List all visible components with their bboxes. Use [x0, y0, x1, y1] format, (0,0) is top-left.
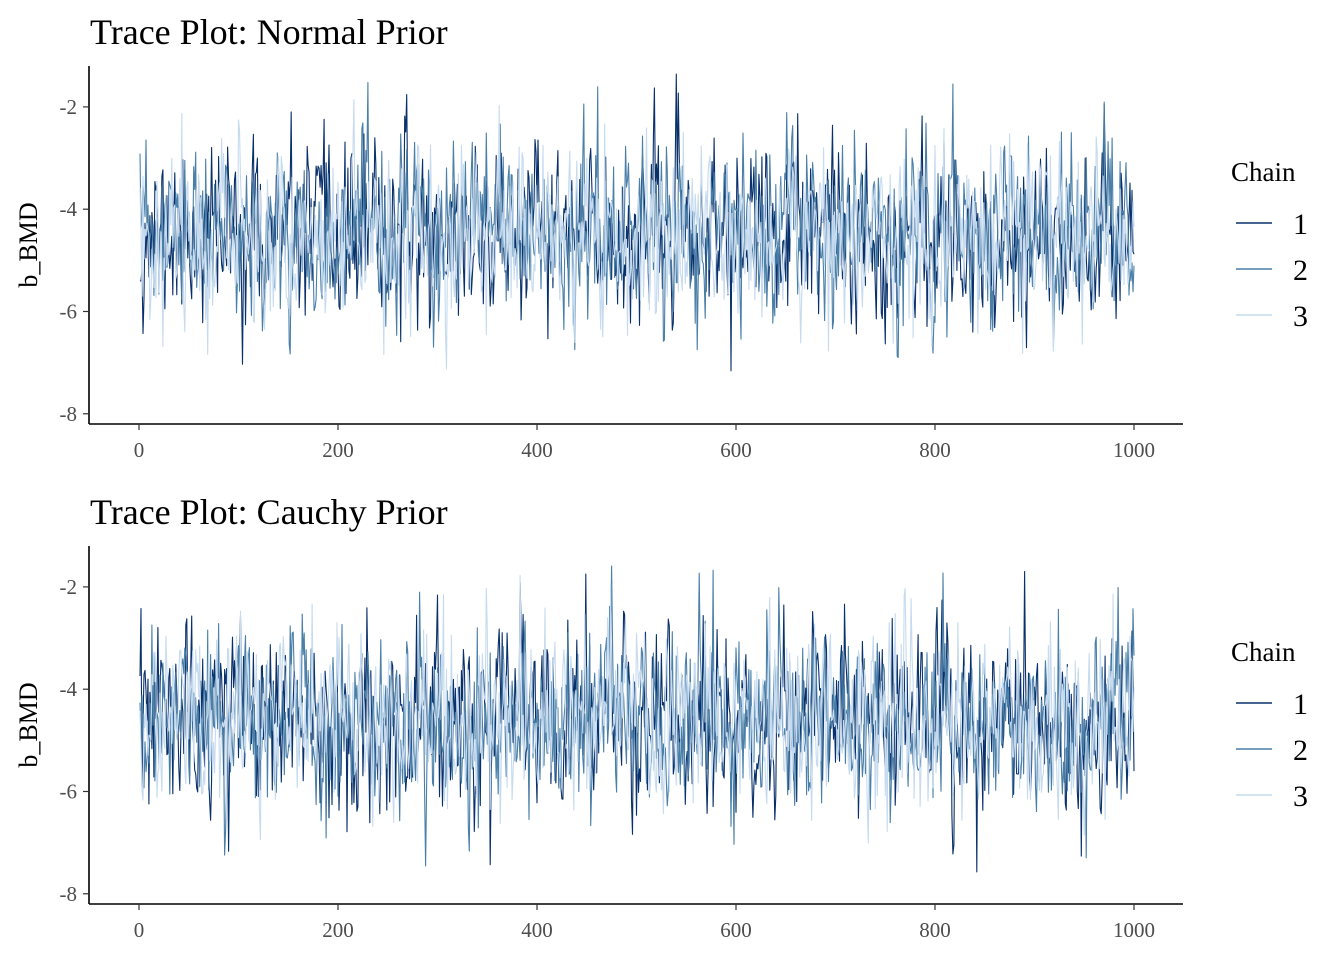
chart-title: Trace Plot: Normal Prior	[90, 12, 448, 52]
x-tick-label: 0	[134, 438, 145, 462]
legend-label-chain-1: 1	[1293, 208, 1308, 241]
x-tick-label: 800	[919, 918, 951, 942]
legend: Chain 1 2 3	[1231, 157, 1308, 333]
x-tick-label: 800	[919, 438, 951, 462]
y-axis-label: b_BMD	[14, 202, 43, 287]
trace-panel-1: Trace Plot: Normal Prior b_BMD -2 -4 -6 -8 0 20…	[14, 12, 1308, 462]
x-tick-label: 1000	[1113, 918, 1155, 942]
legend-label-chain-2: 2	[1293, 734, 1308, 767]
trace-panel-2: Trace Plot: Cauchy Prior b_BMD -2 -4 -6 -8 0 20…	[14, 492, 1308, 942]
y-tick-label: -6	[60, 779, 78, 803]
legend-title: Chain	[1231, 637, 1296, 667]
y-tick-label: -6	[60, 299, 78, 323]
y-tick-label: -4	[60, 677, 78, 701]
y-axis-label: b_BMD	[14, 682, 43, 767]
x-tick-label: 0	[134, 918, 145, 942]
legend-label-chain-3: 3	[1293, 780, 1308, 813]
legend: Chain 1 2 3	[1231, 637, 1308, 813]
x-tick-label: 400	[521, 918, 553, 942]
x-tick-label: 600	[720, 438, 752, 462]
legend-label-chain-3: 3	[1293, 300, 1308, 333]
x-tick-label: 200	[322, 438, 354, 462]
series-group	[139, 565, 1135, 873]
y-tick-label: -2	[60, 95, 78, 119]
chart-title: Trace Plot: Cauchy Prior	[90, 492, 448, 532]
x-tick-label: 400	[521, 438, 553, 462]
legend-label-chain-1: 1	[1293, 688, 1308, 721]
y-tick-label: -8	[60, 402, 78, 426]
x-tick-label: 600	[720, 918, 752, 942]
legend-title: Chain	[1231, 157, 1296, 187]
legend-label-chain-2: 2	[1293, 254, 1308, 287]
x-tick-label: 200	[322, 918, 354, 942]
x-tick-label: 1000	[1113, 438, 1155, 462]
y-tick-label: -2	[60, 575, 78, 599]
y-tick-label: -8	[60, 882, 78, 906]
y-tick-label: -4	[60, 197, 78, 221]
series-group	[139, 73, 1135, 372]
series-line-chain-3	[139, 574, 1135, 844]
series-line-chain-2	[139, 565, 1135, 867]
series-line-chain-3	[139, 99, 1135, 370]
